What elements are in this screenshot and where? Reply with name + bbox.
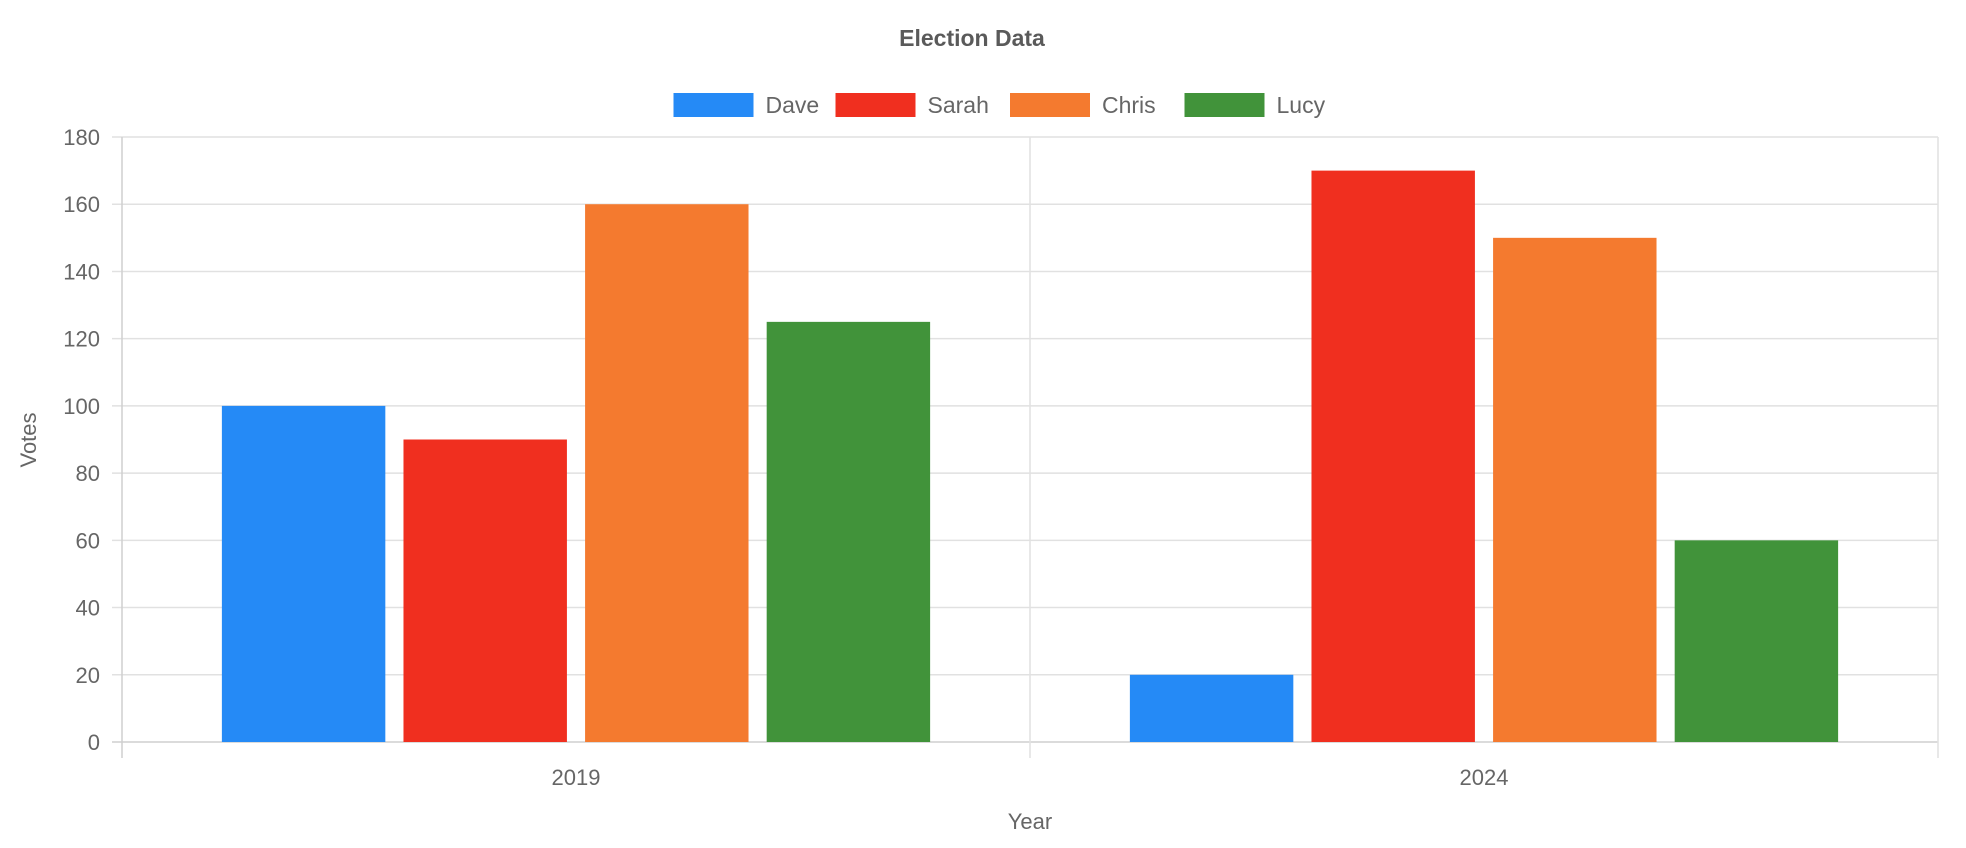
bar-chris-2019 [585, 204, 749, 742]
bar-dave-2024 [1129, 674, 1294, 742]
bar-sarah-2019 [403, 439, 567, 742]
legend-label-sarah: Sarah [928, 92, 989, 118]
bar-dave-2019 [221, 405, 386, 742]
y-tick-label: 80 [76, 461, 100, 486]
legend-swatch-chris [1010, 93, 1090, 117]
legend-label-dave: Dave [766, 92, 820, 118]
bar-chris-2024 [1493, 237, 1657, 743]
y-tick-label: 0 [88, 730, 100, 755]
y-tick-label: 140 [63, 259, 100, 284]
legend: Dave Sarah Chris Lucy [673, 92, 1326, 118]
bars [221, 170, 1839, 743]
legend-swatch-dave [673, 93, 754, 117]
legend-label-chris: Chris [1102, 92, 1156, 118]
bar-lucy-2024 [1674, 540, 1839, 742]
bar-lucy-2019 [766, 321, 931, 742]
legend-label-lucy: Lucy [1277, 92, 1326, 118]
y-tick-label: 180 [63, 125, 100, 150]
y-tick-label: 40 [76, 596, 100, 621]
y-tick-label: 60 [76, 528, 100, 553]
axes: 0 20 40 60 80 100 120 140 160 180 2019 2024 [63, 125, 1508, 790]
legend-swatch-sarah [835, 93, 916, 117]
chart-title: Election Data [899, 25, 1045, 51]
legend-swatch-lucy [1184, 93, 1265, 117]
x-tick-label: 2019 [552, 765, 601, 790]
x-axis-title: Year [1008, 809, 1052, 834]
y-tick-label: 160 [63, 192, 100, 217]
y-tick-label: 100 [63, 394, 100, 419]
gridlines [112, 136, 1939, 758]
y-tick-label: 20 [76, 663, 100, 688]
y-tick-label: 120 [63, 327, 100, 352]
x-tick-label: 2024 [1460, 765, 1509, 790]
y-axis-title: Votes [16, 412, 41, 467]
bar-sarah-2024 [1311, 170, 1475, 743]
